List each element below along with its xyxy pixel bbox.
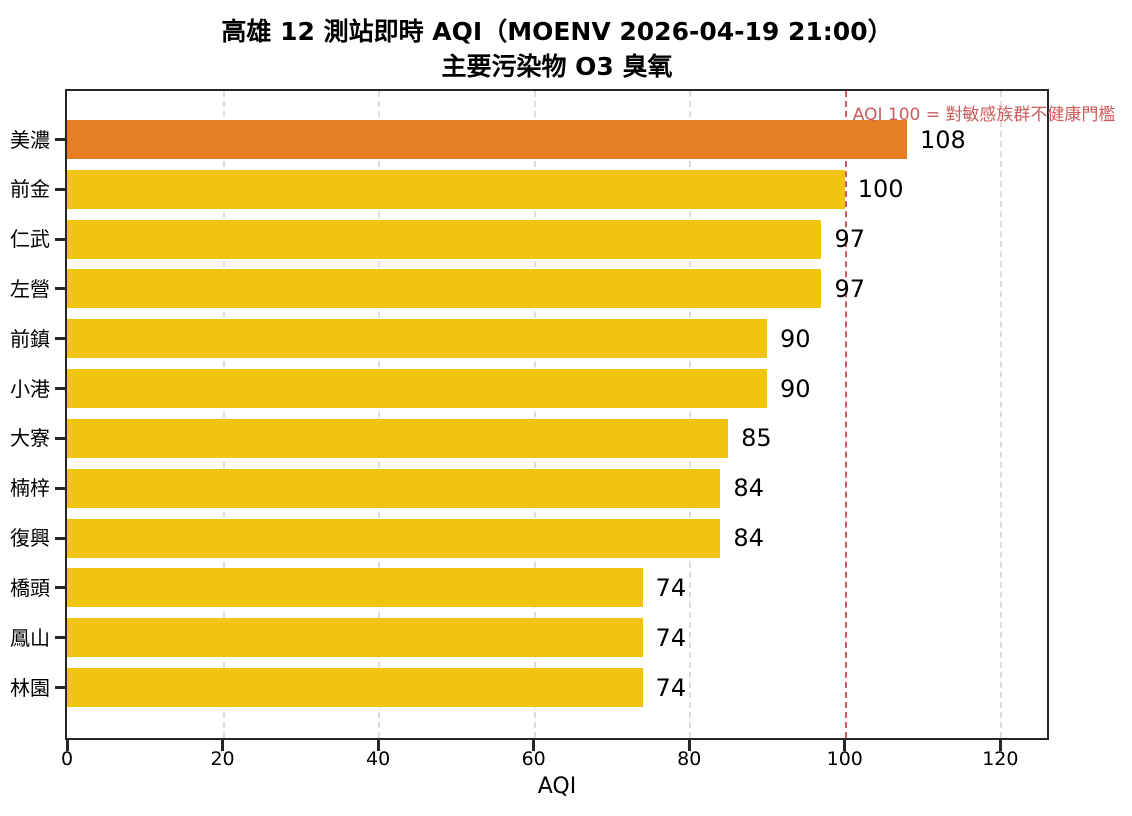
bar-value-label: 90	[780, 374, 811, 403]
plot-area: AQI 100 = 對敏感族群不健康門檻 0 20 40 60 80 100 120 108 美…	[10, 89, 1115, 770]
x-tick-label: 40	[366, 748, 391, 770]
gridline	[378, 91, 381, 738]
x-tick-mark	[221, 740, 225, 751]
gridline	[1000, 91, 1003, 738]
bar	[67, 618, 643, 658]
chart-subtitle: 主要污染物 O3 臭氧	[441, 52, 673, 81]
gridline	[689, 91, 692, 738]
bar	[67, 668, 643, 707]
gridline	[222, 91, 225, 738]
y-tick-mark	[55, 337, 65, 341]
y-tick-label: 左營	[10, 276, 50, 301]
bar	[67, 169, 845, 209]
bar-value-label: 100	[857, 175, 904, 204]
y-tick-label: 仁武	[10, 227, 50, 252]
threshold-label: AQI 100 = 對敏感族群不健康門檻	[852, 105, 1116, 125]
y-tick-mark	[55, 387, 65, 391]
x-tick-label: 0	[60, 748, 74, 770]
bar-value-label: 74	[655, 623, 687, 652]
bar-value-label: 74	[655, 573, 687, 602]
x-tick-label: 100	[826, 748, 863, 770]
x-tick-mark	[65, 740, 69, 751]
bar	[67, 219, 822, 259]
y-tick-mark	[55, 187, 65, 191]
y-tick-mark	[55, 436, 65, 440]
bar	[67, 518, 721, 558]
bar	[67, 269, 822, 309]
bar-value-label: 108	[920, 125, 966, 154]
x-tick-label: 120	[982, 748, 1019, 770]
x-tick-mark	[532, 740, 536, 751]
bar	[67, 319, 767, 359]
bar	[67, 418, 729, 458]
bar-value-label: 85	[741, 424, 772, 453]
threshold-line	[844, 91, 847, 738]
y-tick-label: 前金	[10, 177, 50, 202]
x-tick-mark	[843, 740, 847, 751]
bar-value-label: 97	[834, 225, 865, 254]
x-tick-label: 80	[677, 748, 702, 770]
bar-value-label: 84	[733, 474, 764, 503]
x-tick-mark	[376, 740, 380, 751]
x-tick-label: 60	[521, 748, 546, 770]
bar	[67, 468, 721, 508]
y-tick-label: 林園	[10, 675, 50, 700]
y-tick-label: 美濃	[10, 127, 50, 152]
x-axis-label: AQI	[537, 774, 577, 799]
bar	[67, 120, 907, 159]
y-tick-mark	[55, 586, 65, 590]
y-tick-mark	[55, 287, 65, 291]
bar-value-label: 90	[780, 324, 811, 353]
y-tick-label: 前鎮	[10, 326, 50, 351]
y-tick-mark	[55, 237, 65, 241]
bar-value-label: 74	[655, 673, 687, 702]
x-tick-mark	[998, 740, 1002, 751]
x-tick-mark	[687, 740, 691, 751]
x-tick-label: 20	[210, 748, 235, 770]
y-tick-mark	[55, 536, 65, 540]
y-tick-label: 鳳山	[10, 625, 50, 650]
bar-value-label: 84	[733, 524, 764, 553]
bar	[67, 369, 767, 409]
y-tick-label: 橋頭	[10, 575, 50, 600]
y-tick-mark	[55, 636, 65, 640]
chart-title: 高雄 12 測站即時 AQI（MOENV 2026-04-19 21:00）	[221, 17, 893, 46]
y-tick-mark	[55, 138, 65, 141]
y-tick-label: 復興	[10, 526, 50, 551]
y-tick-label: 小港	[10, 376, 50, 401]
bar	[67, 568, 643, 608]
y-tick-label: 大寮	[10, 426, 50, 451]
gridline	[533, 91, 536, 738]
y-tick-mark	[55, 486, 65, 490]
y-tick-mark	[55, 686, 65, 689]
bar-value-label: 97	[834, 274, 865, 303]
y-tick-label: 楠梓	[10, 476, 50, 501]
